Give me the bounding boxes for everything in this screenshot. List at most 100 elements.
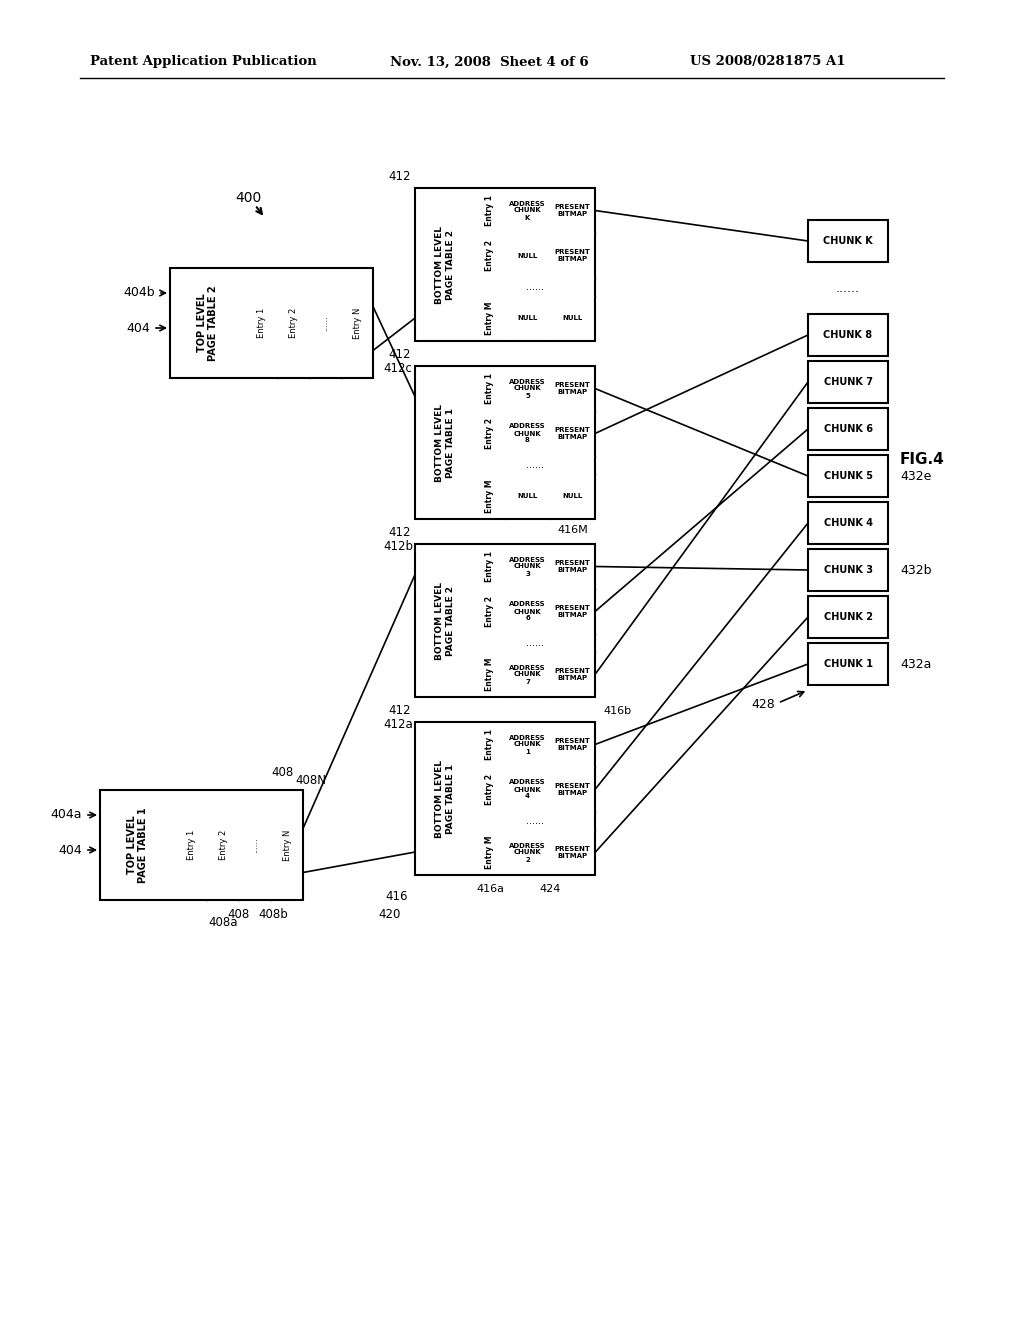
Text: ADDRESS
CHUNK
2: ADDRESS CHUNK 2 [509,842,546,862]
Text: Entry 1: Entry 1 [485,729,495,760]
Text: ADDRESS
CHUNK
6: ADDRESS CHUNK 6 [509,602,546,622]
Text: Entry 1: Entry 1 [485,550,495,582]
Text: ......: ...... [526,638,544,648]
Text: Entry 1: Entry 1 [485,195,495,226]
Bar [415,187,595,341]
Bar [415,544,595,697]
Text: Entry M: Entry M [485,302,495,335]
Text: 408: 408 [272,766,294,779]
Text: PRESENT
BITMAP: PRESENT BITMAP [555,381,591,395]
Text: 408a: 408a [208,916,238,928]
Bar [808,643,888,685]
Text: NULL: NULL [517,315,538,322]
Text: 412: 412 [389,704,412,717]
Bar [808,549,888,591]
Text: Entry 2: Entry 2 [485,418,495,449]
Text: 404: 404 [58,843,82,857]
Text: CHUNK 8: CHUNK 8 [823,330,872,341]
Text: 400: 400 [234,191,261,205]
Bar [415,722,595,875]
Text: NULL: NULL [562,315,583,322]
Text: ......: ...... [526,282,544,292]
Text: TOP LEVEL
PAGE TABLE 1: TOP LEVEL PAGE TABLE 1 [127,808,148,883]
Text: 404b: 404b [123,286,155,300]
Bar [170,268,373,378]
Bar [808,220,888,261]
Text: 420: 420 [379,908,401,921]
Text: Entry 2: Entry 2 [289,308,298,338]
Text: 412a: 412a [383,718,413,730]
Text: NULL: NULL [562,494,583,499]
Text: Entry 1: Entry 1 [186,830,196,861]
Text: Entry 2: Entry 2 [485,774,495,805]
Text: ADDRESS
CHUNK
1: ADDRESS CHUNK 1 [509,734,546,755]
Text: Entry M: Entry M [485,479,495,513]
Text: Entry N: Entry N [352,308,361,339]
Text: PRESENT
BITMAP: PRESENT BITMAP [555,846,591,859]
Text: ADDRESS
CHUNK
8: ADDRESS CHUNK 8 [509,424,546,444]
Bar [415,366,595,519]
Bar [808,502,888,544]
Text: 412: 412 [389,347,412,360]
Text: 408b: 408b [258,908,288,921]
Text: CHUNK 6: CHUNK 6 [823,424,872,434]
Text: ADDRESS
CHUNK
5: ADDRESS CHUNK 5 [509,379,546,399]
Text: 416M: 416M [557,525,588,535]
Text: Entry 2: Entry 2 [485,597,495,627]
Text: CHUNK 4: CHUNK 4 [823,517,872,528]
Text: CHUNK 5: CHUNK 5 [823,471,872,480]
Text: 412: 412 [389,525,412,539]
Bar [808,360,888,403]
Text: 428: 428 [752,698,775,711]
Text: 412c: 412c [384,362,413,375]
Text: 408: 408 [227,908,249,921]
Text: ADDRESS
CHUNK
K: ADDRESS CHUNK K [509,201,546,220]
Text: ADDRESS
CHUNK
7: ADDRESS CHUNK 7 [509,664,546,685]
Text: Entry M: Entry M [485,836,495,870]
Text: ......: ...... [526,459,544,470]
Text: BOTTOM LEVEL
PAGE TABLE 2: BOTTOM LEVEL PAGE TABLE 2 [435,226,455,304]
Text: NULL: NULL [517,252,538,259]
Text: Entry M: Entry M [485,657,495,692]
Text: CHUNK 2: CHUNK 2 [823,612,872,622]
Text: BOTTOM LEVEL
PAGE TABLE 2: BOTTOM LEVEL PAGE TABLE 2 [435,582,455,660]
Bar [808,455,888,498]
Text: ......: ...... [836,281,860,294]
Text: Entry N: Entry N [283,829,292,861]
Text: PRESENT
BITMAP: PRESENT BITMAP [555,605,591,618]
Text: ADDRESS
CHUNK
3: ADDRESS CHUNK 3 [509,557,546,577]
Text: Entry 1: Entry 1 [256,308,265,338]
Text: Entry 2: Entry 2 [218,830,227,861]
Bar [808,408,888,450]
Text: 412b: 412b [383,540,413,553]
Text: Entry 1: Entry 1 [485,374,495,404]
Text: 404: 404 [126,322,150,334]
Text: Nov. 13, 2008  Sheet 4 of 6: Nov. 13, 2008 Sheet 4 of 6 [390,55,589,69]
Text: Entry 2: Entry 2 [485,240,495,271]
Text: CHUNK 7: CHUNK 7 [823,378,872,387]
Bar [808,597,888,638]
Text: 408N: 408N [296,774,327,787]
Text: BOTTOM LEVEL
PAGE TABLE 1: BOTTOM LEVEL PAGE TABLE 1 [435,404,455,482]
Bar [100,789,303,900]
Text: PRESENT
BITMAP: PRESENT BITMAP [555,249,591,261]
Text: PRESENT
BITMAP: PRESENT BITMAP [555,426,591,440]
Text: NULL: NULL [517,494,538,499]
Text: ......: ...... [526,816,544,826]
Text: TOP LEVEL
PAGE TABLE 2: TOP LEVEL PAGE TABLE 2 [197,285,218,360]
Text: 416b: 416b [603,706,632,715]
Text: PRESENT
BITMAP: PRESENT BITMAP [555,668,591,681]
Text: 404a: 404a [50,808,82,821]
Text: CHUNK 3: CHUNK 3 [823,565,872,576]
Text: ......: ...... [321,315,330,331]
Text: PRESENT
BITMAP: PRESENT BITMAP [555,783,591,796]
Text: PRESENT
BITMAP: PRESENT BITMAP [555,738,591,751]
Text: ADDRESS
CHUNK
4: ADDRESS CHUNK 4 [509,780,546,800]
Text: 432b: 432b [900,564,932,577]
Text: ......: ...... [251,837,259,853]
Text: Patent Application Publication: Patent Application Publication [90,55,316,69]
Bar [808,314,888,356]
Text: 416a: 416a [476,884,504,894]
Text: 432e: 432e [900,470,932,483]
Text: FIG.4: FIG.4 [900,451,945,466]
